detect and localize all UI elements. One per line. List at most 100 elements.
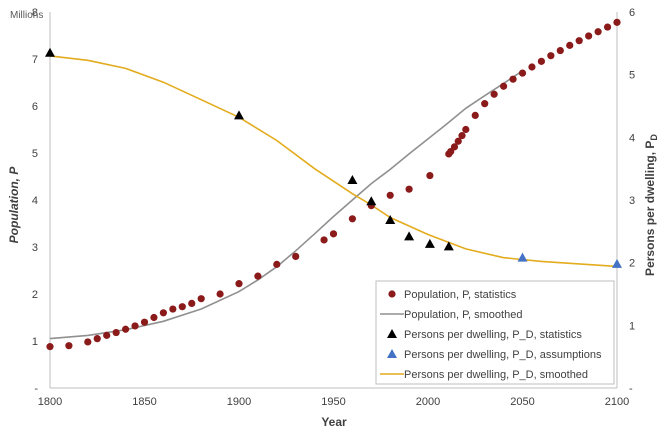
population-statistics-point <box>528 63 536 71</box>
legend-box <box>375 280 615 385</box>
axes <box>49 12 618 389</box>
population-statistics-point <box>405 185 413 193</box>
legend-items: Population, P, statistics Population, P, … <box>380 289 602 381</box>
population-statistics-point <box>426 171 434 180</box>
population-statistics-point <box>490 90 498 98</box>
population-statistics-point <box>103 331 111 339</box>
population-statistics-point <box>575 37 583 45</box>
population-smoothed-line <box>49 70 523 340</box>
population-statistics-point <box>131 322 139 330</box>
legend-marker-triangle <box>387 349 397 358</box>
population-statistics-point <box>509 75 517 83</box>
legend-label: Population, P, smoothed <box>404 309 522 321</box>
population-statistics-point <box>197 295 205 303</box>
left-y-tick-label: 1 <box>32 336 38 348</box>
right-y-tick-labels: - 1 2 3 4 5 6 <box>629 7 635 395</box>
population-statistics-point <box>537 57 546 65</box>
legend-label: Population, P, statistics <box>404 289 517 301</box>
population-statistics-point <box>613 18 621 26</box>
population-statistics-point <box>348 215 356 223</box>
x-tick-label: 2100 <box>605 396 629 408</box>
ppd-statistics-point <box>347 174 358 184</box>
population-statistics-point <box>386 191 394 199</box>
x-tick-label: 1850 <box>132 396 156 408</box>
left-y-tick-label: 7 <box>32 54 38 66</box>
population-statistics-point <box>178 303 186 311</box>
population-statistics-point <box>122 325 130 333</box>
population-statistics-point <box>585 32 593 40</box>
population-statistics-point <box>188 299 196 307</box>
ppd-statistics-point <box>45 47 55 57</box>
population-statistics-point <box>65 342 73 350</box>
right-y-tick-label: 2 <box>629 258 635 270</box>
population-statistics-point <box>140 318 149 326</box>
population-statistics-point <box>594 28 602 36</box>
population-statistics-point <box>329 230 338 238</box>
ppd-statistics-point <box>385 215 396 225</box>
population-statistics-point <box>235 280 243 288</box>
right-axis-title-main: Persons per dwelling, P <box>643 141 657 276</box>
left-y-tick-label: 4 <box>32 195 38 207</box>
population-statistics-point <box>462 125 470 134</box>
population-statistics-point <box>292 252 300 260</box>
population-statistics-point <box>547 52 555 60</box>
left-y-tick-labels: - 1 2 3 4 5 6 7 8 <box>32 7 38 395</box>
right-y-tick-label: - <box>629 383 633 395</box>
left-y-tick-label: - <box>34 383 38 395</box>
population-statistics-point <box>216 290 224 298</box>
population-statistics-point <box>84 338 92 346</box>
legend-label: Persons per dwelling, P_D, assumptions <box>404 349 602 361</box>
population-statistics-point <box>481 100 489 108</box>
x-tick-label: 2050 <box>510 396 534 408</box>
x-axis-title: Year <box>321 415 347 429</box>
ppd-smoothed-line <box>49 55 618 268</box>
population-statistics-point <box>93 335 101 343</box>
population-statistics-point <box>320 236 328 244</box>
population-statistics-point <box>273 260 281 268</box>
right-y-tick-label: 1 <box>629 320 635 332</box>
population-statistics-point <box>603 23 612 31</box>
ppd-assumptions-point <box>517 252 528 262</box>
right-y-tick-label: 5 <box>629 70 635 82</box>
right-axis-title: Persons per dwelling, PD <box>643 134 659 276</box>
population-statistics-point <box>454 137 462 145</box>
ppd-statistics-point <box>404 231 415 241</box>
population-statistics-point <box>566 41 574 49</box>
right-y-tick-label: 3 <box>629 195 635 207</box>
legend-label: Persons per dwelling, P_D, smoothed <box>404 369 588 381</box>
population-statistics-point <box>518 69 527 77</box>
population-statistics-point <box>556 46 564 55</box>
population-statistics-point <box>500 82 508 90</box>
left-axis-title: Population, P <box>7 166 21 244</box>
population-statistics-point <box>46 343 54 351</box>
plot-area <box>45 18 622 351</box>
left-y-tick-label: 8 <box>32 7 38 19</box>
right-axis-title-subscript: D <box>649 134 659 141</box>
population-statistics-point <box>159 309 167 317</box>
ppd-statistics-point <box>366 196 377 206</box>
legend-marker-circle <box>388 290 396 298</box>
left-y-tick-label: 3 <box>32 242 38 254</box>
ppd-statistics-point <box>234 110 244 120</box>
left-unit-label: Millions <box>10 10 43 21</box>
legend-marker-triangle <box>387 329 397 338</box>
legend-label: Persons per dwelling, P_D, statistics <box>404 329 582 341</box>
left-y-tick-label: 2 <box>32 289 38 301</box>
right-y-tick-label: 6 <box>629 7 635 19</box>
population-statistics-point <box>471 111 479 119</box>
population-statistics-point <box>458 132 466 140</box>
ppd-statistics-point <box>443 241 454 251</box>
population-statistics-point <box>254 272 262 280</box>
population-statistics-point <box>169 305 177 313</box>
population-statistics-point <box>112 328 120 337</box>
x-tick-labels: 1800 1850 1900 1950 2000 2050 2100 <box>38 396 629 408</box>
x-tick-label: 2000 <box>416 396 440 408</box>
left-y-tick-label: 5 <box>32 148 38 160</box>
x-tick-label: 1950 <box>321 396 345 408</box>
x-tick-label: 1800 <box>38 396 62 408</box>
population-statistics-point <box>450 143 459 151</box>
legend: Population, P, statistics Population, P, … <box>375 280 615 385</box>
ppd-statistics-point <box>424 238 435 248</box>
right-y-tick-label: 4 <box>629 132 635 144</box>
